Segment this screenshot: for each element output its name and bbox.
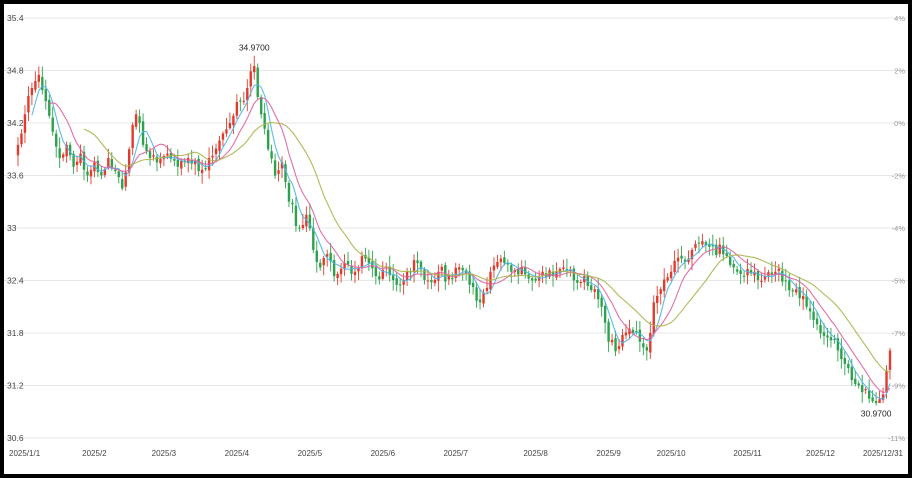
min-price-label: 30.9700 (861, 409, 892, 419)
y-axis-percent-label: -9% (892, 382, 906, 391)
y-axis-percent-label: -7% (892, 329, 906, 338)
ma5-line (31, 84, 891, 400)
x-axis-date-label: 2025/3 (152, 449, 177, 458)
chart-svg: 35.4 34.8 34.2 33.6 33 32.4 31.8 31.2 30.6 4% 2% 0%… (4, 13, 908, 458)
x-axis-date-label: 2025/2 (82, 449, 107, 458)
x-axis-date-label: 2025/5 (298, 449, 323, 458)
x-axis-date-label: 2025/8 (523, 449, 548, 458)
candle-series (16, 55, 892, 406)
y-axis-percent-label: 4% (894, 14, 905, 23)
y-axis-percent-label: 2% (894, 67, 905, 76)
x-axis-date-label: 2025/9 (596, 449, 621, 458)
y-axis-price-label: 32.4 (7, 276, 24, 286)
ma10-line (49, 97, 891, 394)
y-axis-price-label: 34.2 (7, 118, 24, 128)
grid-lines (4, 17, 908, 439)
y-axis-price-label: 33 (7, 223, 17, 233)
y-axis-percent-label: -4% (892, 224, 906, 233)
x-axis-date-label: 2025/10 (657, 449, 686, 458)
y-axis-percent-labels: 4% 2% 0% -2% -4% -5% -7% -9% -11% (888, 14, 905, 443)
y-axis-percent-label: -2% (892, 172, 906, 181)
x-axis-date-label: 2025/6 (371, 449, 396, 458)
candlestick-chart: 35.4 34.8 34.2 33.6 33 32.4 31.8 31.2 30.6 4% 2% 0%… (4, 4, 908, 474)
price-annotations: 34.9700 30.9700 (239, 43, 892, 419)
y-axis-price-label: 31.8 (7, 328, 24, 338)
x-axis-date-label: 2025/7 (443, 449, 468, 458)
x-axis-date-label: 2025/12 (806, 449, 835, 458)
y-axis-percent-label: 0% (894, 119, 905, 128)
y-axis-price-label: 31.2 (7, 381, 24, 391)
y-axis-percent-label: -5% (892, 277, 906, 286)
x-axis-date-label: 2025/4 (225, 449, 250, 458)
y-axis-price-label: 33.6 (7, 171, 24, 181)
x-axis-date-label: 2025/1/1 (9, 449, 41, 458)
y-axis-price-labels: 35.4 34.8 34.2 33.6 33 32.4 31.8 31.2 30.6 (7, 13, 24, 443)
x-axis-date-label: 2025/11 (733, 449, 762, 458)
max-price-label: 34.9700 (239, 43, 270, 53)
y-axis-price-label: 30.6 (7, 433, 24, 443)
y-axis-percent-label: -11% (888, 434, 905, 443)
y-axis-price-label: 34.8 (7, 66, 24, 76)
y-axis-price-label: 35.4 (7, 13, 24, 23)
x-axis-date-labels: 2025/1/1 2025/2 2025/3 2025/4 2025/5 2025/6 20… (9, 449, 904, 458)
x-axis-date-label: 2025/12/31 (863, 449, 904, 458)
ma20-line (83, 122, 891, 373)
